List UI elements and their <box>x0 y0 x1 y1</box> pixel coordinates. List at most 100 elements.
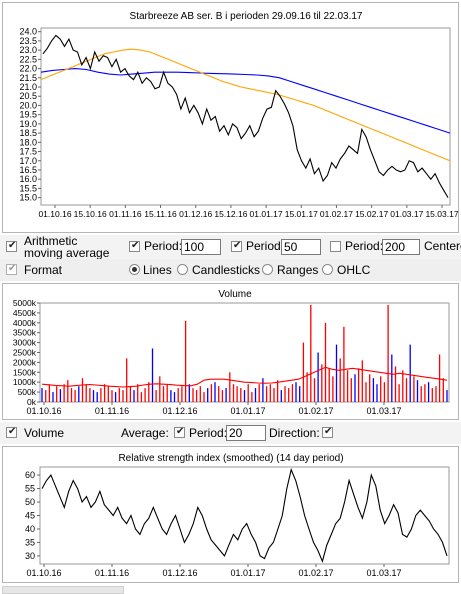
period-3-label: Period: <box>345 239 384 253</box>
average-checkbox[interactable]: ✔ <box>174 426 185 438</box>
y-tick-label: 4000k <box>13 318 37 328</box>
y-tick-label: 30 <box>25 551 35 561</box>
format-ranges-radio[interactable] <box>262 264 273 275</box>
x-tick-label: 01.02.17 <box>320 209 353 219</box>
check-icon: ✔ <box>8 263 17 274</box>
period-1-label: Period: <box>144 239 183 253</box>
price-chart-panel: Starbreeze AB ser. B i perioden 29.09.16… <box>2 2 459 233</box>
check-icon: ✔ <box>8 240 17 251</box>
rsi-line <box>41 467 448 563</box>
y-tick-label: 22.5 <box>19 54 37 64</box>
y-tick-label: 20.5 <box>19 91 37 101</box>
rsi-chart-panel: Relative strength index (smoothed) (14 d… <box>2 446 459 583</box>
y-tick-label: 15.0 <box>19 193 37 203</box>
format-label: Format <box>24 263 63 277</box>
bottom-scroll-tab[interactable] <box>2 586 124 594</box>
volume-period-input[interactable] <box>226 425 266 441</box>
format-lines-radio[interactable] <box>129 264 140 275</box>
y-tick-label: 50 <box>25 497 35 507</box>
format-ranges-label: Ranges <box>277 263 319 277</box>
x-tick-label: 15.02.17 <box>355 209 388 219</box>
y-tick-label: 18.5 <box>19 128 37 138</box>
y-tick-label: 17.5 <box>19 147 37 157</box>
x-tick-label: 15.12.16 <box>214 209 247 219</box>
moving-average-label: Arithmetic moving average <box>24 234 110 260</box>
check-icon: ✔ <box>8 426 17 437</box>
x-tick-label: 01.02.17 <box>298 568 333 578</box>
y-tick-label: 23.5 <box>19 36 37 46</box>
x-tick-label: 01.01.17 <box>250 209 283 219</box>
price-plot-frame <box>40 27 451 206</box>
y-tick-label: 1000k <box>13 377 37 387</box>
volume-chart-title: Volume <box>218 289 252 300</box>
rsi-chart-title: Relative strength index (smoothed) (14 d… <box>118 453 343 464</box>
x-tick-label: 01.03.17 <box>366 406 401 416</box>
period-2-checkbox[interactable]: ✔ <box>231 240 242 252</box>
direction-label: Direction: <box>269 426 320 440</box>
y-tick-label: 3500k <box>13 328 37 338</box>
x-tick-label: 15.10.16 <box>74 209 107 219</box>
y-tick-label: 23.0 <box>19 45 37 55</box>
volume-chart-panel: Volume 5000k 4500k 4000k 3500k 3000k 2500k 200… <box>2 283 459 420</box>
y-tick-label: 22.0 <box>19 64 37 74</box>
x-tick-label: 15.03.17 <box>425 209 458 219</box>
y-tick-label: 40 <box>25 524 35 534</box>
y-tick-label: 21.5 <box>19 73 37 83</box>
y-tick-label: 18.0 <box>19 137 37 147</box>
y-tick-label: 45 <box>25 511 35 521</box>
x-tick-label: 01.12.16 <box>162 568 197 578</box>
y-tick-label: 55 <box>25 484 35 494</box>
y-tick-label: 60 <box>25 470 35 480</box>
period-2-input[interactable] <box>281 239 321 255</box>
period-1-input[interactable] <box>181 239 221 255</box>
centered-label: Centere <box>424 239 461 253</box>
x-tick-label: 01.11.16 <box>95 568 129 578</box>
y-tick-label: 2500k <box>13 348 37 358</box>
period-3-input[interactable] <box>382 239 420 255</box>
check-icon: ✔ <box>233 240 242 251</box>
period-3-checkbox[interactable] <box>330 241 341 252</box>
volume-period-label: Period: <box>189 426 228 440</box>
y-tick-label: 1500k <box>13 367 37 377</box>
y-tick-label: 5000k <box>13 298 37 308</box>
y-tick-label: 0k <box>27 397 37 407</box>
moving-average-controls: ✔ Arithmetic moving average ✔ Period: ✔ … <box>0 235 461 259</box>
volume-checkbox[interactable]: ✔ <box>6 426 17 438</box>
y-tick-label: 19.5 <box>19 110 37 120</box>
y-tick-label: 4500k <box>13 308 37 318</box>
price-chart-title: Starbreeze AB ser. B i perioden 29.09.16… <box>130 11 363 22</box>
x-tick-label: 01.03.17 <box>390 209 423 219</box>
direction-checkbox[interactable]: ✔ <box>322 426 333 438</box>
price-line <box>42 34 449 198</box>
x-tick-label: 01.12.16 <box>162 406 197 416</box>
x-tick-label: 01.02.17 <box>298 406 333 416</box>
y-tick-label: 21.0 <box>19 82 37 92</box>
y-tick-label: 20.0 <box>19 100 37 110</box>
x-tick-label: 01.03.17 <box>366 568 401 578</box>
radio-selected-dot <box>132 267 137 272</box>
format-candlesticks-label: Candlesticks <box>192 263 261 277</box>
y-tick-label: 19.0 <box>19 119 37 129</box>
format-ohlc-radio[interactable] <box>322 264 333 275</box>
x-tick-label: 01.01.17 <box>230 568 265 578</box>
moving-average-checkbox[interactable]: ✔ <box>6 240 17 252</box>
x-tick-label: 01.10.16 <box>26 568 61 578</box>
x-tick-label: 15.01.17 <box>285 209 318 219</box>
format-candlesticks-radio[interactable] <box>177 264 188 275</box>
volume-chart: Volume 5000k4500k4000k3500k3000k2500k200… <box>13 289 450 416</box>
y-tick-label: 500k <box>18 387 37 397</box>
x-tick-label: 01.10.16 <box>38 209 71 219</box>
average-label: Average: <box>121 426 169 440</box>
y-tick-label: 3000k <box>13 338 37 348</box>
period-1-checkbox[interactable]: ✔ <box>129 240 140 252</box>
rsi-chart: Relative strength index (smoothed) (14 d… <box>25 453 450 578</box>
format-lines-label: Lines <box>143 263 172 277</box>
volume-average-line <box>41 366 448 388</box>
x-tick-label: 01.10.16 <box>26 406 61 416</box>
y-tick-label: 2000k <box>13 357 37 367</box>
x-tick-label: 01.11.16 <box>109 209 142 219</box>
moving-average-100-line <box>40 68 451 134</box>
volume-controls: ✔ Volume Average: ✔ Period: Direction: ✔ <box>0 422 461 444</box>
format-checkbox[interactable]: ✔ <box>6 263 17 275</box>
y-tick-label: 16.5 <box>19 165 37 175</box>
